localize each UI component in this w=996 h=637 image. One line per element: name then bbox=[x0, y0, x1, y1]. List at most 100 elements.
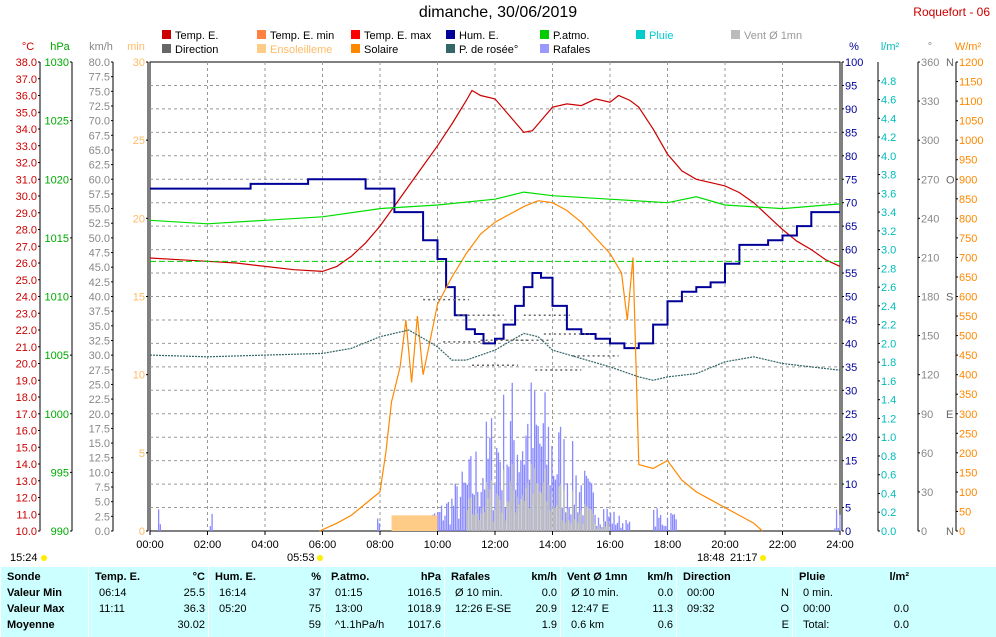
legend-swatch bbox=[540, 44, 549, 53]
temp-tick-label: 22.0 bbox=[16, 325, 37, 337]
table-cell-time: 06:14 bbox=[99, 587, 127, 599]
wind-tick-label: 60.0 bbox=[89, 174, 110, 186]
rain-tick-label: 3.4 bbox=[881, 207, 896, 219]
wind-unit-label: km/h bbox=[89, 41, 113, 53]
press-tick-label: 1010 bbox=[45, 292, 69, 304]
hum-tick-label: 15 bbox=[845, 456, 857, 468]
table-row-label: Valeur Min bbox=[7, 587, 63, 599]
temp-tick-label: 12.0 bbox=[16, 493, 37, 505]
table-cell-time: 0 min. bbox=[803, 587, 833, 599]
hum-tick-label: 20 bbox=[845, 432, 857, 444]
legend-label: P.atmo. bbox=[553, 30, 590, 42]
station-name: Roquefort - 06 bbox=[913, 5, 990, 19]
table-cell: 12:26 E-SE 20.9 bbox=[451, 603, 557, 618]
hum-tick-label: 40 bbox=[845, 338, 857, 350]
temp-tick-label: 21.0 bbox=[16, 342, 37, 354]
temp-tick-label: 20.0 bbox=[16, 359, 37, 371]
table-cell-time: 12:26 E-SE bbox=[455, 603, 512, 615]
temp-tick-label: 11.0 bbox=[16, 509, 37, 521]
rain-tick-label: 1.8 bbox=[881, 357, 896, 369]
table-cell: Valeur Max bbox=[7, 603, 85, 618]
table-cell: 01:15 1016.5 bbox=[331, 587, 441, 602]
series-line bbox=[149, 191, 841, 225]
wind-tick-label: 47.5 bbox=[89, 248, 110, 260]
minutes-unit-label: min bbox=[127, 41, 145, 53]
rain-tick-label: 0.2 bbox=[881, 507, 896, 519]
table-header-label: Pluie bbox=[799, 571, 826, 583]
dir-tick-label: 180 bbox=[921, 292, 939, 304]
hum-tick-label: 35 bbox=[845, 362, 857, 374]
table-header-unit: % bbox=[311, 571, 321, 583]
wind-tick-label: 55.0 bbox=[89, 204, 110, 216]
temp-tick-label: 24.0 bbox=[16, 292, 37, 304]
temp-tick-label: 27.0 bbox=[16, 241, 37, 253]
table-cell-value: 1018.9 bbox=[407, 603, 441, 615]
table-cell: E bbox=[683, 619, 789, 634]
solar-tick-label: 300 bbox=[959, 409, 977, 421]
wind-tick-label: 20.0 bbox=[89, 409, 110, 421]
table-header-label: Temp. E. bbox=[95, 571, 141, 583]
sunset-label: 21:17 bbox=[730, 552, 758, 564]
table-column: Vent Ø 1mn km/h Ø 10 min. 0.0 12:47 E 11.3 0.6… bbox=[560, 567, 677, 637]
chart-title: dimanche, 30/06/2019 bbox=[418, 4, 578, 21]
temp-tick-label: 15.0 bbox=[16, 442, 37, 454]
table-cell-value: N bbox=[781, 587, 789, 599]
solar-tick-label: 850 bbox=[959, 194, 977, 206]
dir-tick-label: 360 bbox=[921, 57, 939, 69]
table-cell: 13:00 1018.9 bbox=[331, 603, 441, 618]
temp-tick-label: 38.0 bbox=[16, 57, 37, 69]
rain-tick-label: 3.2 bbox=[881, 226, 896, 238]
table-cell-time: Total: bbox=[803, 619, 830, 631]
temp-tick-label: 33.0 bbox=[16, 141, 37, 153]
table-cell: 06:14 25.5 bbox=[95, 587, 205, 602]
dir-tick-label: 300 bbox=[921, 135, 939, 147]
solar-tick-label: 450 bbox=[959, 350, 977, 362]
rain-tick-label: 1.4 bbox=[881, 395, 896, 407]
legend-label: Pluie bbox=[649, 30, 673, 42]
solar-tick-label: 1100 bbox=[959, 96, 983, 108]
hum-tick-label: 70 bbox=[845, 198, 857, 210]
table-column: Rafales km/h Ø 10 min. 0.0 12:26 E-SE 20.9 1.9 bbox=[444, 567, 561, 637]
table-cell: Ø 10 min. 0.0 bbox=[567, 587, 673, 602]
table-cell: 0 min. bbox=[799, 587, 909, 602]
wind-tick-label: 15.0 bbox=[89, 438, 110, 450]
rain-tick-label: 1.0 bbox=[881, 432, 896, 444]
hum-tick-label: 50 bbox=[845, 292, 857, 304]
series-line bbox=[150, 178, 840, 350]
x-tick-label: 06:00 bbox=[309, 539, 337, 551]
dir-tick-label: 0 bbox=[921, 526, 927, 538]
table-cell-time: ^1.1hPa/h bbox=[335, 619, 385, 631]
legend-swatch bbox=[351, 30, 360, 39]
rain-tick-label: 2.8 bbox=[881, 263, 896, 275]
x-tick-label: 20:00 bbox=[711, 539, 739, 551]
legend-swatch bbox=[257, 30, 266, 39]
hum-tick-label: 30 bbox=[845, 385, 857, 397]
wind-tick-label: 62.5 bbox=[89, 160, 110, 172]
rain-tick-label: 0.0 bbox=[881, 526, 896, 538]
table-cell-time: 13:00 bbox=[335, 603, 363, 615]
hum-tick-label: 75 bbox=[845, 174, 857, 186]
wind-tick-label: 72.5 bbox=[89, 101, 110, 113]
wind-tick-label: 25.0 bbox=[89, 379, 110, 391]
wind-tick-label: 32.5 bbox=[89, 335, 110, 347]
legend-swatch bbox=[162, 44, 171, 53]
x-tick-label: 14:00 bbox=[539, 539, 567, 551]
hum-tick-label: 65 bbox=[845, 221, 857, 233]
table-cell-value: 36.3 bbox=[183, 603, 205, 615]
table-cell-time: 12:47 E bbox=[571, 603, 609, 615]
table-header: P.atmo. hPa bbox=[331, 571, 441, 586]
table-cell-time: 05:20 bbox=[219, 603, 247, 615]
table-header-unit: °C bbox=[192, 571, 205, 583]
table-cell: 09:32 O bbox=[683, 603, 789, 618]
solar-tick-label: 250 bbox=[959, 428, 977, 440]
hum-tick-label: 0 bbox=[845, 526, 851, 538]
legend-swatch bbox=[446, 30, 455, 39]
x-tick-label: 12:00 bbox=[481, 539, 509, 551]
table-column: Sonde Valeur Min Valeur Max Moyenne bbox=[0, 567, 89, 637]
hum-tick-label: 10 bbox=[845, 479, 857, 491]
day-start-label: 15:24 bbox=[10, 552, 38, 564]
solar-tick-label: 0 bbox=[959, 526, 965, 538]
minutes-tick-label: 0 bbox=[139, 526, 145, 538]
rain-tick-label: 2.0 bbox=[881, 338, 896, 350]
wind-tick-label: 30.0 bbox=[89, 350, 110, 362]
